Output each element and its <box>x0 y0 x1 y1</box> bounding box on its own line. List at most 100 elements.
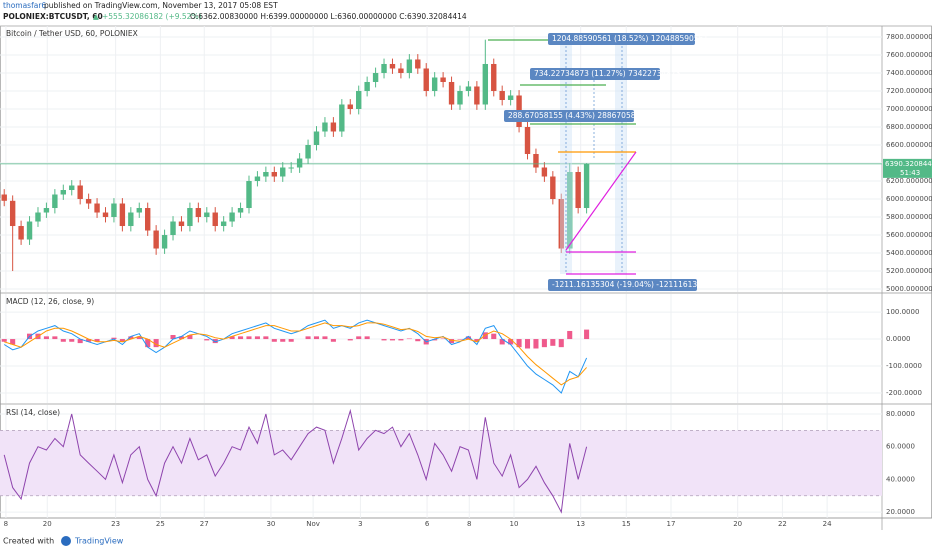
candle-body <box>35 212 41 222</box>
histogram-bar <box>474 339 480 342</box>
histogram-bar <box>170 335 176 340</box>
candle-body <box>356 90 362 109</box>
symbol: POLONIEX:BTCUSDT, 60 <box>3 12 103 21</box>
candle-body <box>406 59 413 73</box>
price-tag: 6390.32084414 <box>885 160 932 168</box>
candle-body <box>52 194 58 209</box>
candle-body <box>263 172 269 177</box>
candle-body <box>1 194 7 201</box>
x-tick-label: 25 <box>156 520 165 528</box>
candle-body <box>237 208 244 213</box>
y-tick-label: 5000.00000000 <box>886 285 932 293</box>
candle-body <box>280 167 286 177</box>
candle-body <box>381 63 387 73</box>
candle-body <box>507 95 514 100</box>
candle-body <box>128 212 134 227</box>
histogram-bar <box>499 339 505 345</box>
candle-body <box>43 208 50 213</box>
candle-body <box>119 203 126 227</box>
histogram-bar <box>305 336 311 340</box>
x-tick-label: 27 <box>200 520 209 528</box>
drawings: 1204.88590561 (18.52%) 120488590561 734.… <box>488 33 716 291</box>
y-tick-label: 6200.00000000 <box>886 177 932 185</box>
histogram-bar <box>508 339 514 345</box>
measure-label: -1211.16135304 (-19.04%) -121116135304 <box>552 280 716 289</box>
histogram-bar <box>482 332 488 340</box>
y-tick-label: 6000.00000000 <box>886 195 932 203</box>
histogram-bar <box>584 329 590 340</box>
candle-body <box>567 172 573 249</box>
footer: Created with TradingView <box>3 536 124 546</box>
x-tick-label: 20 <box>43 520 52 528</box>
candle-body <box>550 176 556 200</box>
histogram-bar <box>449 339 455 344</box>
y-tick-label: 100.0000 <box>886 308 919 316</box>
logo <box>61 536 71 546</box>
candle-body <box>465 86 472 91</box>
histogram-bar <box>86 339 92 342</box>
histogram-bar <box>263 336 269 340</box>
candle-body <box>187 208 193 227</box>
histogram-bar <box>491 333 497 340</box>
candle-body <box>423 68 429 91</box>
candle-body <box>69 185 75 191</box>
histogram-bar <box>389 339 396 341</box>
candle-body <box>474 86 480 105</box>
candle-body <box>431 77 438 91</box>
y-tick-label: 20.0000 <box>886 508 915 516</box>
candle-body <box>448 81 455 105</box>
candle-body <box>330 122 337 132</box>
histogram-bar <box>322 336 328 340</box>
candle-body <box>204 212 210 218</box>
y-tick-label: 0.0000 <box>886 335 911 343</box>
pane-title: MACD (12, 26, close, 9) <box>6 297 94 306</box>
candle-body <box>364 81 370 91</box>
histogram-bar <box>94 339 100 342</box>
brand[interactable]: TradingView <box>74 537 124 546</box>
author[interactable]: thomasfar6 <box>3 1 46 10</box>
candle-body <box>195 208 202 218</box>
measure-label: 288.67058155 (4.43%) 28867058155 <box>508 111 650 120</box>
y-tick-label: 5200.00000000 <box>886 267 932 275</box>
trend-line <box>565 151 637 251</box>
candle-body <box>271 172 278 177</box>
candle-body <box>583 163 590 209</box>
histogram-bar <box>254 336 260 340</box>
macd-line <box>4 322 587 386</box>
x-tick-label: 20 <box>733 520 742 528</box>
x-tick-label: 15 <box>622 520 631 528</box>
histogram-bar <box>153 339 159 348</box>
histogram-bar <box>60 339 66 342</box>
measure-box <box>530 68 660 80</box>
x-tick-label: Nov <box>306 520 320 528</box>
histogram-bar <box>465 336 471 340</box>
histogram-bar <box>356 336 362 340</box>
candle-body <box>9 200 16 227</box>
x-tick-label: 30 <box>266 520 275 528</box>
histogram-bar <box>541 339 547 348</box>
histogram-bar <box>128 336 134 340</box>
candle-body <box>313 131 320 146</box>
histogram-bar <box>238 336 244 340</box>
change: +555.32086182 (+9.52%) <box>102 12 202 21</box>
histogram-bar <box>550 339 556 346</box>
x-tick-label: 3 <box>358 520 362 528</box>
measure-label: 734.22734873 (11.27%) 73422734873 <box>534 69 681 78</box>
candle-body <box>499 90 505 100</box>
candle-body <box>288 167 294 169</box>
x-tick-label: 8 <box>467 520 471 528</box>
y-tick-label: -200.0000 <box>886 389 922 397</box>
candle-body <box>102 212 109 218</box>
candle-body <box>347 104 353 109</box>
candle-body <box>339 104 345 132</box>
histogram-bar <box>280 339 286 342</box>
y-tick-label: 5600.00000000 <box>886 231 932 239</box>
x-tick-label: 13 <box>576 520 585 528</box>
footer-text: Created with <box>3 537 54 546</box>
x-tick-label: 8 <box>4 520 8 528</box>
candle-body <box>575 172 581 209</box>
macd-line <box>3 319 588 394</box>
histogram-bar <box>415 339 421 342</box>
rsi-line <box>3 408 588 514</box>
